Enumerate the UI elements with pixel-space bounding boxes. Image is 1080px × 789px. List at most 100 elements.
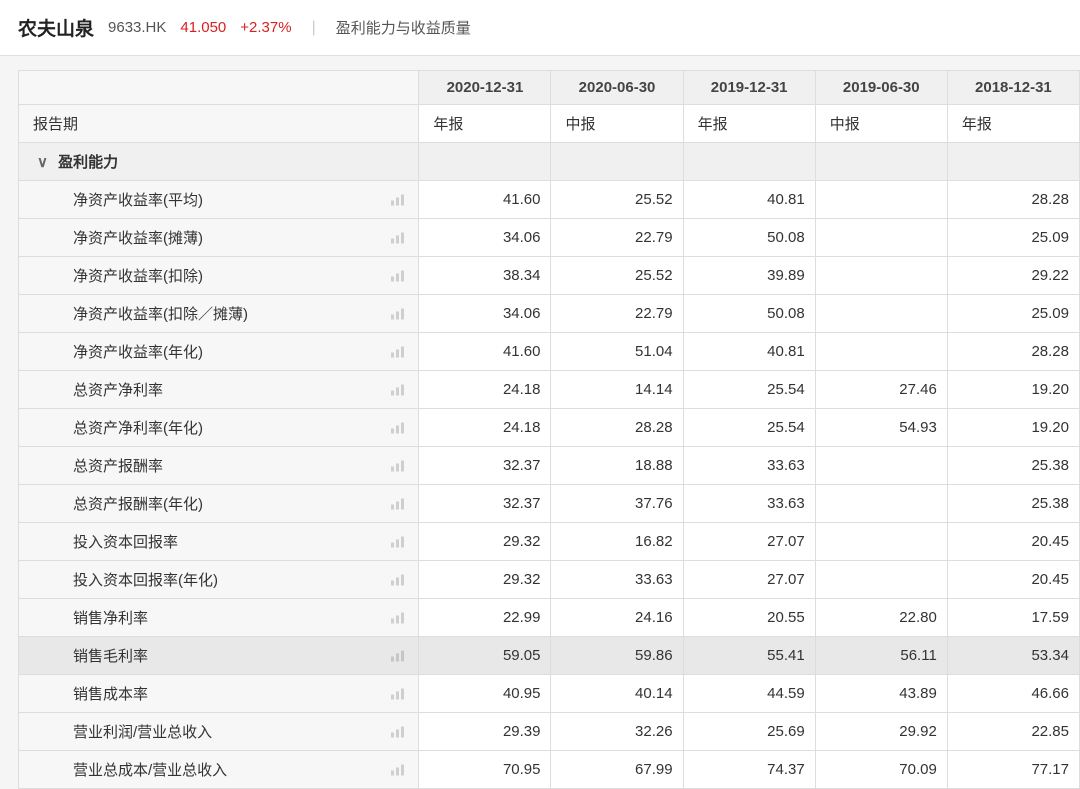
bar-chart-icon[interactable] — [391, 384, 404, 395]
table-row[interactable]: 销售毛利率59.0559.8655.4156.1153.34 — [19, 637, 1080, 675]
corner-cell — [19, 71, 419, 105]
metric-value: 24.18 — [419, 409, 551, 447]
section-title: 盈利能力 — [58, 154, 118, 171]
metric-value: 32.37 — [419, 485, 551, 523]
bar-chart-icon[interactable] — [391, 726, 404, 737]
table-row[interactable]: 总资产净利率(年化)24.1828.2825.5454.9319.20 — [19, 409, 1080, 447]
table-row[interactable]: 销售成本率40.9540.1444.5943.8946.66 — [19, 675, 1080, 713]
bar-chart-icon[interactable] — [391, 536, 404, 547]
report-type: 中报 — [551, 105, 683, 143]
metric-value: 67.99 — [551, 751, 683, 789]
bar-chart-icon[interactable] — [391, 764, 404, 775]
table-row[interactable]: 营业总成本/营业总收入70.9567.9974.3770.0977.17 — [19, 751, 1080, 789]
metric-value: 43.89 — [815, 675, 947, 713]
section-toggle[interactable]: ∨ 盈利能力 — [19, 143, 419, 181]
table-row[interactable]: 营业利润/营业总收入29.3932.2625.6929.9222.85 — [19, 713, 1080, 751]
metric-label[interactable]: 营业总成本/营业总收入 — [19, 751, 419, 789]
table-row[interactable]: 净资产收益率(平均)41.6025.5240.8128.28 — [19, 181, 1080, 219]
metric-label[interactable]: 净资产收益率(扣除) — [19, 257, 419, 295]
metric-label-text: 净资产收益率(扣除) — [73, 268, 203, 285]
metric-value: 25.69 — [683, 713, 815, 751]
date-header[interactable]: 2019-06-30 — [815, 71, 947, 105]
metric-value: 25.09 — [947, 219, 1079, 257]
table-row[interactable]: 总资产报酬率(年化)32.3737.7633.6325.38 — [19, 485, 1080, 523]
bar-chart-icon[interactable] — [391, 232, 404, 243]
metric-label[interactable]: 销售成本率 — [19, 675, 419, 713]
metric-value: 22.99 — [419, 599, 551, 637]
table-row[interactable]: 总资产净利率24.1814.1425.5427.4619.20 — [19, 371, 1080, 409]
metric-label[interactable]: 净资产收益率(平均) — [19, 181, 419, 219]
metric-value: 39.89 — [683, 257, 815, 295]
metric-label[interactable]: 净资产收益率(扣除／摊薄) — [19, 295, 419, 333]
metric-value: 70.95 — [419, 751, 551, 789]
metric-label[interactable]: 净资产收益率(年化) — [19, 333, 419, 371]
metric-label[interactable]: 总资产净利率(年化) — [19, 409, 419, 447]
date-header[interactable]: 2019-12-31 — [683, 71, 815, 105]
metric-value: 20.55 — [683, 599, 815, 637]
bar-chart-icon[interactable] — [391, 194, 404, 205]
metric-label[interactable]: 销售毛利率 — [19, 637, 419, 675]
table-row[interactable]: 净资产收益率(摊薄)34.0622.7950.0825.09 — [19, 219, 1080, 257]
report-type: 年报 — [947, 105, 1079, 143]
metric-value: 32.26 — [551, 713, 683, 751]
table-row[interactable]: 投入资本回报率29.3216.8227.0720.45 — [19, 523, 1080, 561]
metric-value: 22.79 — [551, 295, 683, 333]
table-row[interactable]: 投入资本回报率(年化)29.3233.6327.0720.45 — [19, 561, 1080, 599]
table-row[interactable]: 净资产收益率(年化)41.6051.0440.8128.28 — [19, 333, 1080, 371]
bar-chart-icon[interactable] — [391, 688, 404, 699]
metric-value: 19.20 — [947, 409, 1079, 447]
table-row[interactable]: 净资产收益率(扣除／摊薄)34.0622.7950.0825.09 — [19, 295, 1080, 333]
metric-label[interactable]: 营业利润/营业总收入 — [19, 713, 419, 751]
date-header[interactable]: 2020-06-30 — [551, 71, 683, 105]
metric-label-text: 总资产净利率 — [73, 382, 163, 399]
metric-value: 27.07 — [683, 561, 815, 599]
page-title: 盈利能力与收益质量 — [336, 17, 471, 38]
table-row[interactable]: 总资产报酬率32.3718.8833.6325.38 — [19, 447, 1080, 485]
report-type: 年报 — [419, 105, 551, 143]
metric-label-text: 营业总成本/营业总收入 — [73, 762, 227, 779]
metric-value: 22.80 — [815, 599, 947, 637]
metric-value: 53.34 — [947, 637, 1079, 675]
metric-label-text: 销售毛利率 — [73, 648, 148, 665]
metric-value: 40.81 — [683, 181, 815, 219]
metric-value: 25.52 — [551, 257, 683, 295]
metric-label[interactable]: 投入资本回报率 — [19, 523, 419, 561]
bar-chart-icon[interactable] — [391, 650, 404, 661]
metric-value: 28.28 — [947, 333, 1079, 371]
bar-chart-icon[interactable] — [391, 308, 404, 319]
metric-label-text: 销售净利率 — [73, 610, 148, 627]
metric-value — [815, 561, 947, 599]
stock-price: 41.050 — [180, 19, 226, 36]
metric-label[interactable]: 投入资本回报率(年化) — [19, 561, 419, 599]
bar-chart-icon[interactable] — [391, 460, 404, 471]
metric-value: 54.93 — [815, 409, 947, 447]
bar-chart-icon[interactable] — [391, 574, 404, 585]
metric-label[interactable]: 总资产报酬率(年化) — [19, 485, 419, 523]
metric-label-text: 净资产收益率(扣除／摊薄) — [73, 306, 248, 323]
metric-label[interactable]: 总资产报酬率 — [19, 447, 419, 485]
metric-label[interactable]: 总资产净利率 — [19, 371, 419, 409]
metric-value: 41.60 — [419, 333, 551, 371]
bar-chart-icon[interactable] — [391, 612, 404, 623]
metric-value: 77.17 — [947, 751, 1079, 789]
metric-label[interactable]: 销售净利率 — [19, 599, 419, 637]
metric-value: 19.20 — [947, 371, 1079, 409]
metric-value: 25.54 — [683, 409, 815, 447]
metric-value: 29.32 — [419, 561, 551, 599]
metric-value: 29.92 — [815, 713, 947, 751]
bar-chart-icon[interactable] — [391, 498, 404, 509]
bar-chart-icon[interactable] — [391, 346, 404, 357]
price-change: +2.37% — [240, 19, 291, 36]
metric-label[interactable]: 净资产收益率(摊薄) — [19, 219, 419, 257]
page-header: 农夫山泉 9633.HK 41.050 +2.37% | 盈利能力与收益质量 — [0, 0, 1080, 56]
bar-chart-icon[interactable] — [391, 270, 404, 281]
metric-value: 40.95 — [419, 675, 551, 713]
table-row[interactable]: 净资产收益率(扣除)38.3425.5239.8929.22 — [19, 257, 1080, 295]
table-row[interactable]: 销售净利率22.9924.1620.5522.8017.59 — [19, 599, 1080, 637]
metric-label-text: 销售成本率 — [73, 686, 148, 703]
section-header-row[interactable]: ∨ 盈利能力 — [19, 143, 1080, 181]
date-header[interactable]: 2018-12-31 — [947, 71, 1079, 105]
date-header[interactable]: 2020-12-31 — [419, 71, 551, 105]
bar-chart-icon[interactable] — [391, 422, 404, 433]
metric-value: 70.09 — [815, 751, 947, 789]
